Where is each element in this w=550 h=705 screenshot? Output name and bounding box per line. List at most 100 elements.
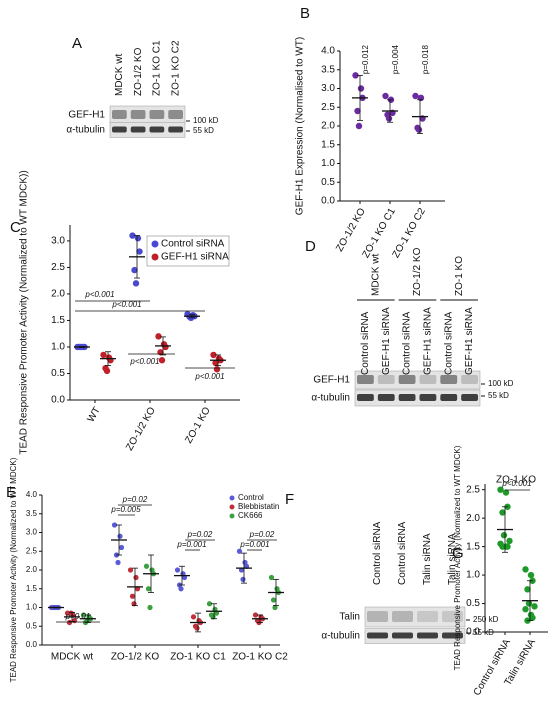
blot-band (367, 611, 388, 622)
blot-band (392, 632, 413, 639)
y-tick-label: 1.5 (26, 584, 38, 593)
data-point (210, 351, 217, 359)
annotation: p<0.001 (194, 372, 224, 381)
legend-marker (229, 504, 235, 510)
lane-label: Control siRNA (360, 311, 371, 375)
annotation: p=0.005 (110, 505, 141, 514)
data-point (155, 333, 162, 340)
y-tick-label: 3.0 (51, 236, 65, 247)
blot-row-label: GEF-H1 (68, 110, 105, 121)
legend-label: Blebbistatin (238, 502, 279, 511)
panel-letter: F (285, 491, 294, 508)
data-point (158, 357, 166, 364)
data-point (190, 614, 197, 620)
y-tick-label: 0.0 (321, 196, 335, 207)
marker-label: 55 kD (473, 628, 494, 637)
data-point (385, 115, 393, 122)
marker-label: 100 kD (488, 379, 514, 388)
blot-band (461, 375, 478, 384)
data-point (506, 537, 513, 545)
blot-row-label: α-tubulin (311, 393, 350, 404)
data-point (103, 367, 111, 375)
annotation: p=0.01 (65, 612, 91, 621)
lane-label: ZO-1 KO C1 (152, 40, 163, 96)
x-tick-label: ZO-1/2 KO (124, 405, 158, 453)
data-point (134, 235, 142, 242)
data-point (127, 567, 134, 573)
data-point (147, 604, 153, 611)
blot-band (168, 110, 183, 119)
annotation: p<0.001 (84, 290, 114, 299)
data-point (133, 574, 139, 581)
y-axis-title: GEF-H1 Expression (Normalised to WT) (295, 37, 306, 215)
blot-band (377, 394, 395, 401)
x-tick-label: MDCK wt (51, 652, 93, 663)
data-point (382, 92, 389, 100)
data-point (136, 248, 143, 255)
blot-row-label: GEF-H1 (313, 375, 350, 386)
blot-strip (364, 606, 466, 628)
legend-label: CK666 (238, 511, 263, 520)
panel-letter: B (300, 5, 310, 22)
data-point (129, 232, 136, 239)
legend-marker (151, 240, 159, 248)
data-point (357, 85, 365, 92)
annotation: p=0.004 (391, 44, 400, 74)
data-point (531, 603, 538, 610)
data-point (117, 533, 123, 539)
group-label: ZO-1 KO (454, 256, 465, 296)
panel-letter: G (452, 545, 464, 562)
y-tick-label: 0.0 (51, 395, 65, 406)
data-point (352, 72, 359, 79)
data-point (252, 612, 259, 618)
blot-band (440, 394, 458, 401)
blot-band (417, 611, 438, 622)
data-point (118, 544, 125, 551)
y-tick-label: 0.0 (466, 627, 480, 638)
lane-label: GEF-H1 siRNA (381, 307, 392, 375)
blot-band (392, 611, 413, 622)
lane-label: GEF-H1 siRNA (464, 307, 475, 375)
chart-title: ZO-1 KO (496, 475, 536, 486)
blot-band (442, 632, 463, 639)
y-axis-title: TEAD Responsive Promoter Activity (Norma… (19, 170, 30, 454)
y-tick-label: 2.5 (51, 262, 65, 273)
data-point (522, 566, 529, 573)
data-point (240, 576, 246, 582)
y-tick-label: 2.5 (26, 546, 38, 555)
blot-strip (109, 122, 186, 138)
annotation: p<0.001 (501, 479, 531, 488)
lane-label: Control siRNA (402, 311, 413, 375)
y-tick-label: 1.5 (321, 139, 335, 150)
data-point (272, 604, 278, 611)
y-tick-label: 2.0 (51, 289, 65, 300)
blot-band (398, 375, 416, 384)
panel-letter: E (6, 484, 16, 501)
data-point (129, 593, 136, 599)
legend-box (146, 235, 230, 267)
panel-letter: C (10, 219, 21, 236)
legend-marker (151, 253, 159, 261)
data-point (212, 359, 219, 367)
blot-band (398, 394, 416, 401)
y-tick-label: 1.0 (321, 158, 335, 169)
blot-band (377, 375, 395, 384)
group-label: ZO-1/2 KO (412, 247, 423, 296)
y-tick-label: 3.5 (26, 509, 38, 518)
lane-label: Control siRNA (372, 521, 383, 585)
annotation: p<0.001 (129, 357, 159, 366)
lane-label: Control siRNA (443, 311, 454, 375)
data-point (236, 548, 243, 554)
data-point (524, 586, 531, 593)
y-tick-label: 1.0 (466, 570, 480, 581)
marker-label: 55 kD (488, 391, 509, 400)
annotation: p=0.02 (249, 530, 275, 539)
blot-band (168, 126, 183, 133)
blot-band (112, 110, 127, 119)
data-point (504, 543, 511, 550)
data-point (354, 107, 361, 115)
data-point (111, 522, 118, 528)
blot-band (149, 110, 165, 119)
lane-label: GEF-H1 siRNA (423, 307, 434, 375)
data-point (527, 571, 535, 579)
